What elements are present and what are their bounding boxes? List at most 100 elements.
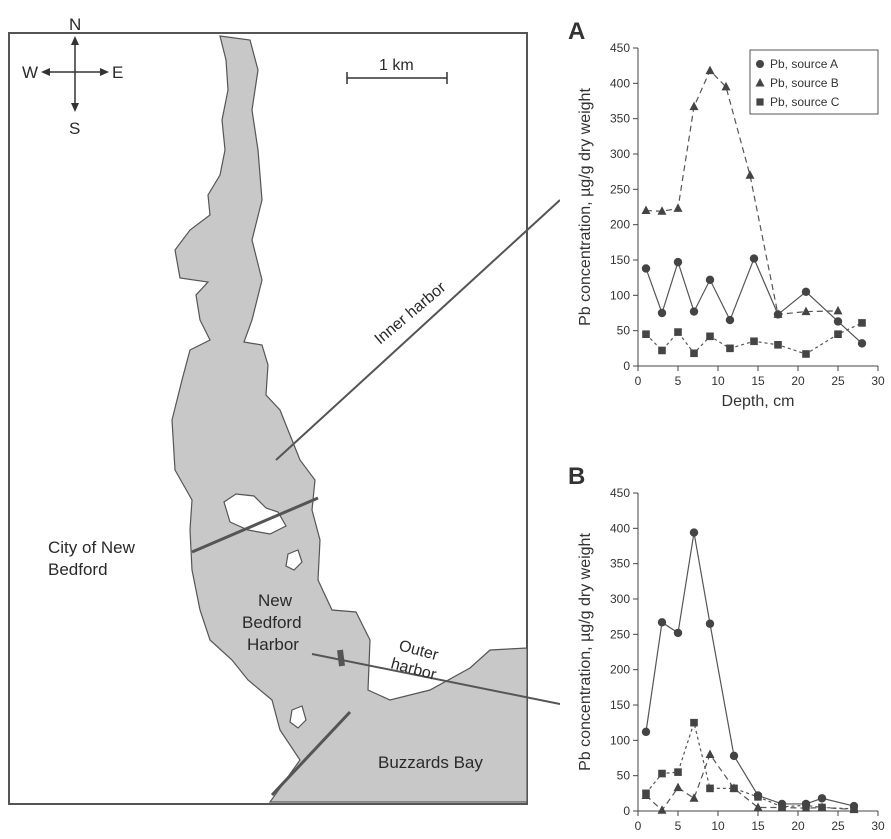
point-circle — [705, 619, 715, 628]
point-circle — [817, 794, 827, 803]
legend-box — [749, 49, 879, 115]
point-square — [750, 337, 758, 346]
legend-marker-triangle — [755, 78, 765, 87]
y-tick-label: 50 — [617, 769, 631, 783]
y-tick-label: 0 — [623, 804, 630, 818]
point-circle — [833, 317, 843, 326]
scale-label: 1 km — [379, 57, 414, 74]
legend-marker-circle — [756, 60, 764, 68]
point-square — [690, 718, 698, 727]
y-tick-label: 350 — [610, 112, 630, 126]
y-tick-label: 200 — [610, 663, 630, 677]
point-triangle — [689, 793, 699, 802]
point-square — [754, 793, 762, 801]
point-triangle — [745, 170, 755, 179]
point-triangle — [689, 101, 699, 111]
x-tick-label: 0 — [635, 819, 642, 833]
point-circle — [673, 257, 683, 267]
point-square — [642, 330, 650, 338]
x-tick-label: 0 — [635, 374, 642, 388]
point-square — [778, 802, 786, 811]
buzzards-bay-label: Buzzards Bay — [378, 753, 483, 772]
x-tick-label: 30 — [871, 819, 885, 833]
point-triangle — [705, 65, 715, 75]
outer-barrier — [337, 649, 345, 667]
point-square — [642, 789, 650, 798]
x-tick-label: 10 — [711, 374, 725, 388]
point-square — [674, 328, 682, 336]
outer-harbor-pointer — [311, 653, 560, 705]
point-circle — [641, 264, 651, 273]
compass-s: S — [69, 119, 80, 138]
harbor-label-2: Bedford — [242, 613, 302, 632]
y-tick-label: 300 — [610, 592, 630, 606]
harbor-map: N S W E 1 km Inner harbor Outer harbor C… — [8, 15, 560, 805]
compass-n: N — [69, 15, 81, 34]
y-tick-label: 250 — [610, 627, 630, 641]
point-square — [802, 350, 810, 358]
x-tick-label: 20 — [791, 374, 805, 388]
point-triangle — [673, 203, 683, 212]
point-circle — [657, 308, 667, 318]
harbor-label-3: Harbor — [247, 635, 299, 654]
point-circle — [689, 307, 699, 316]
point-circle — [801, 287, 811, 296]
legend-marker-square — [756, 98, 764, 106]
y-tick-label: 400 — [610, 521, 630, 535]
y-axis-title: Pb concentration, µg/g dry weight — [577, 88, 594, 326]
point-square — [658, 346, 666, 355]
x-tick-label: 30 — [871, 374, 885, 388]
series-line-square — [645, 720, 855, 810]
point-square — [726, 344, 734, 353]
chart-a: A 0 50 100 150 200 250 300 350 400 450 0 5 10 15 20 25 30… — [568, 18, 885, 410]
y-tick-label: 50 — [617, 324, 631, 338]
city-label-2: Bedford — [48, 560, 108, 579]
y-tick-label: 450 — [610, 41, 630, 55]
point-circle — [641, 727, 651, 737]
point-circle — [689, 528, 699, 537]
point-square — [706, 784, 714, 793]
legend-entry: Pb, source C — [770, 95, 840, 109]
small-island-south — [289, 705, 307, 729]
small-island — [285, 549, 303, 571]
point-square — [834, 330, 842, 338]
point-triangle — [833, 305, 843, 315]
y-tick-label: 250 — [610, 182, 630, 196]
y-tick-label: 100 — [610, 288, 630, 302]
legend-entry: Pb, source A — [770, 57, 838, 71]
point-circle — [673, 628, 683, 638]
harbor-water — [171, 35, 528, 803]
point-square — [674, 768, 682, 776]
x-axis-title: Depth, cm — [722, 393, 795, 410]
city-label-1: City of New — [48, 538, 136, 557]
y-axis-title: Pb concentration, µg/g dry weight — [577, 533, 594, 771]
legend-entry: Pb, source B — [770, 76, 839, 90]
series-line-circle — [645, 532, 855, 807]
fish-island — [223, 493, 287, 535]
harbor-label-1: New — [258, 591, 293, 610]
x-tick-label: 15 — [751, 374, 765, 388]
series-line-triangle — [645, 753, 855, 812]
x-tick-label: 5 — [675, 374, 682, 388]
point-square — [850, 805, 858, 813]
point-triangle — [641, 205, 651, 215]
y-tick-label: 0 — [623, 359, 630, 373]
compass-e: E — [112, 63, 123, 82]
point-square — [858, 319, 866, 327]
y-tick-label: 400 — [610, 76, 630, 90]
point-circle — [857, 339, 867, 348]
panel-label: A — [568, 18, 585, 45]
y-tick-label: 350 — [610, 557, 630, 571]
x-tick-label: 10 — [711, 819, 725, 833]
point-circle — [657, 618, 667, 627]
chart-b: B 0 50 100 150 200 250 300 350 400 450 0 5 10 15 20 25 30… — [568, 463, 885, 839]
scale-bar — [346, 72, 448, 84]
y-tick-label: 200 — [610, 218, 630, 232]
point-square — [690, 349, 698, 358]
y-tick-label: 150 — [610, 253, 630, 267]
point-square — [658, 769, 666, 778]
point-square — [730, 784, 738, 793]
point-square — [818, 803, 826, 812]
point-triangle — [705, 749, 715, 758]
y-tick-label: 450 — [610, 486, 630, 500]
